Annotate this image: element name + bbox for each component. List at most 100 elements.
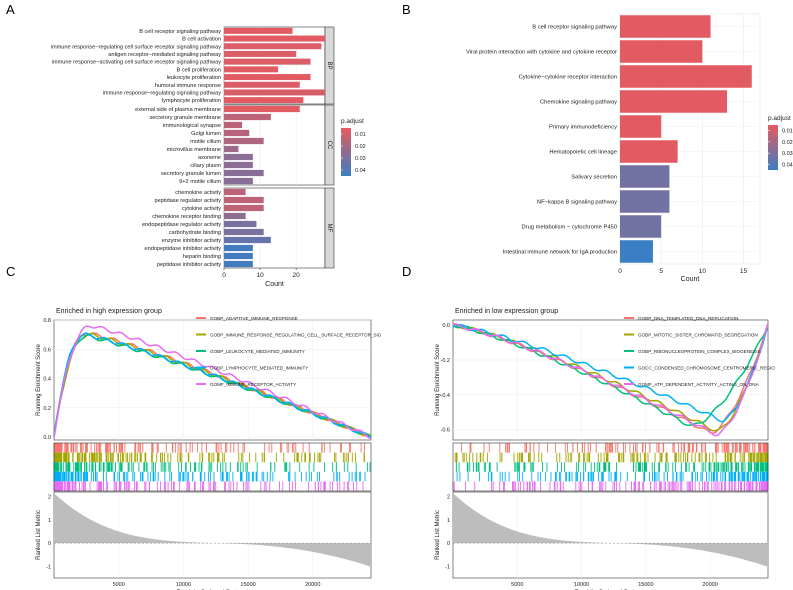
bar — [224, 58, 311, 65]
bar — [224, 74, 311, 81]
legend-tick-label: 0.02 — [355, 144, 366, 150]
bar-label: heparin binding — [183, 254, 221, 260]
es-curve — [452, 323, 769, 437]
facet-strip-label: BP — [326, 61, 332, 69]
ranked-metric-area — [54, 493, 371, 567]
bar-label: immune response−regulating cell surface … — [51, 44, 221, 50]
x-tick-label: 10000 — [574, 582, 589, 588]
bar — [224, 113, 271, 121]
x-tick-label: 15000 — [638, 582, 653, 588]
bar-label: leukocyte proliferation — [167, 75, 221, 81]
bar-label: Drug metabolism − cytochrome P450 — [521, 225, 617, 231]
bar — [224, 177, 253, 185]
bar — [224, 169, 264, 177]
legend-entry: GOBP_IMMUNE_RESPONSE_REGULATING_CELL_SUR… — [210, 333, 382, 338]
legend-tick-label: 0.01 — [355, 132, 366, 138]
x-tick-label: 15000 — [240, 582, 255, 588]
bar-label: Golgi lumen — [191, 131, 221, 137]
x-tick-label: 20000 — [702, 582, 717, 588]
bar — [224, 43, 322, 50]
legend-colorbar — [768, 125, 778, 170]
bar — [224, 220, 257, 228]
metric-tick-label: -1 — [445, 564, 450, 570]
hit-strip-frame — [452, 442, 769, 492]
bar — [224, 244, 253, 252]
x-tick-label: 20000 — [305, 582, 320, 588]
bar-label: Primary immunodeficiency — [549, 125, 617, 131]
panel-label-a: A — [6, 2, 15, 17]
legend-entry: GOMF_ATP_DEPENDENT_ACTIVITY_ACTING_ON_DN… — [638, 382, 760, 387]
bar-label: external side of plasma membrane — [135, 107, 221, 113]
hit-strip — [53, 443, 365, 453]
bar-label: cytokine activity — [182, 206, 221, 212]
bar-label: enzyme inhibitor activity — [162, 238, 222, 244]
bar-label: Viral protein interaction with cytokine … — [466, 50, 617, 56]
bar-label: secretory granule lumen — [161, 171, 221, 177]
x-axis-label: Count — [265, 281, 284, 288]
legend-tick-label: 0.04 — [782, 162, 793, 168]
bar-label: chemokine activity — [175, 190, 221, 196]
bar-label: B cell receptor signaling pathway — [139, 29, 221, 35]
bar-label: carbohydrate binding — [169, 230, 221, 236]
legend-entry: GOBP_ADAPTIVE_IMMUNE_RESPONSE — [210, 316, 298, 321]
bar — [224, 212, 246, 220]
y-axis-label: Running Enrichment Score — [435, 343, 441, 415]
bar — [224, 188, 246, 196]
bar-label: Chemokine signaling pathway — [540, 100, 617, 106]
hit-strip — [53, 471, 366, 482]
bar-label: B cell proliferation — [177, 67, 221, 73]
es-curve — [452, 323, 769, 423]
bar-label: humoral immune response — [155, 83, 221, 89]
hit-strip — [456, 471, 769, 482]
legend-tick-label: 0.02 — [782, 140, 793, 146]
hit-strip — [53, 452, 365, 463]
hit-strip — [53, 481, 364, 491]
facet-strip-label: MF — [326, 224, 332, 233]
legend-tick-label: 0.03 — [355, 156, 366, 162]
x-axis-label: Count — [681, 276, 700, 283]
plot-title: Enriched in high expression group — [56, 308, 162, 315]
bar-label: Cytokine−cytokine receptor interaction — [519, 75, 617, 81]
bar — [620, 240, 653, 263]
facet-strip-CC — [324, 104, 335, 186]
x-tick-label: 5000 — [113, 582, 125, 588]
metric-tick-label: 0 — [447, 541, 450, 547]
bar-label: immune response−activating cell surface … — [52, 60, 222, 66]
metric-tick-label: 2 — [447, 495, 450, 501]
bar — [224, 97, 304, 104]
bar-label: peptidase inhibitor activity — [157, 262, 221, 268]
y-axis-label: Ranked List Metric — [435, 510, 441, 560]
panel-b-kegg-barplot: B cell receptor signaling pathway Viral p… — [466, 13, 793, 283]
legend-entry: GOBP_MITOTIC_SISTER_CHROMATID_SEGREGATIO… — [638, 333, 758, 338]
bar-label: motile cilium — [190, 139, 221, 145]
bar-label: immune response−regulating signaling pat… — [103, 90, 222, 96]
y-tick-label: 0.2 — [43, 406, 51, 412]
bar — [224, 196, 264, 204]
plot-title: Enriched in low expression group — [455, 308, 558, 315]
hit-strip — [53, 462, 371, 472]
hit-strip — [454, 452, 769, 463]
panel-label-d: D — [402, 264, 411, 279]
bar — [620, 40, 703, 63]
metric-tick-label: 1 — [48, 518, 51, 524]
hit-strip — [455, 462, 769, 472]
ranked-metric-area — [453, 493, 768, 567]
hit-strip-frame — [53, 442, 372, 492]
bar — [224, 89, 325, 96]
metric-tick-label: 1 — [447, 518, 450, 524]
bar-label: peptidase regulator activity — [154, 198, 221, 204]
bar — [224, 161, 253, 169]
bar-label: endopeptidase regulator activity — [142, 222, 221, 228]
bar-label: endopeptidase inhibitor activity — [145, 246, 222, 252]
bar-label: ciliary plasm — [190, 163, 221, 169]
bar-label: Intestinal immune network for IgA produc… — [503, 250, 617, 256]
bar-label: secretory granule membrane — [149, 115, 221, 121]
bar-label: chemokine receptor binding — [152, 214, 221, 220]
x-tick-label: 5000 — [511, 582, 523, 588]
legend-title: p.adjust — [341, 118, 364, 125]
legend-entry: GOBP_RIBONUCLEOPROTEIN_COMPLEX_BIOGENESI… — [638, 349, 761, 354]
bar — [620, 115, 662, 138]
bar-label: B cell receptor signaling pathway — [532, 25, 617, 31]
y-tick-label: -0.4 — [441, 393, 450, 399]
x-tick-label: 0 — [618, 268, 622, 275]
